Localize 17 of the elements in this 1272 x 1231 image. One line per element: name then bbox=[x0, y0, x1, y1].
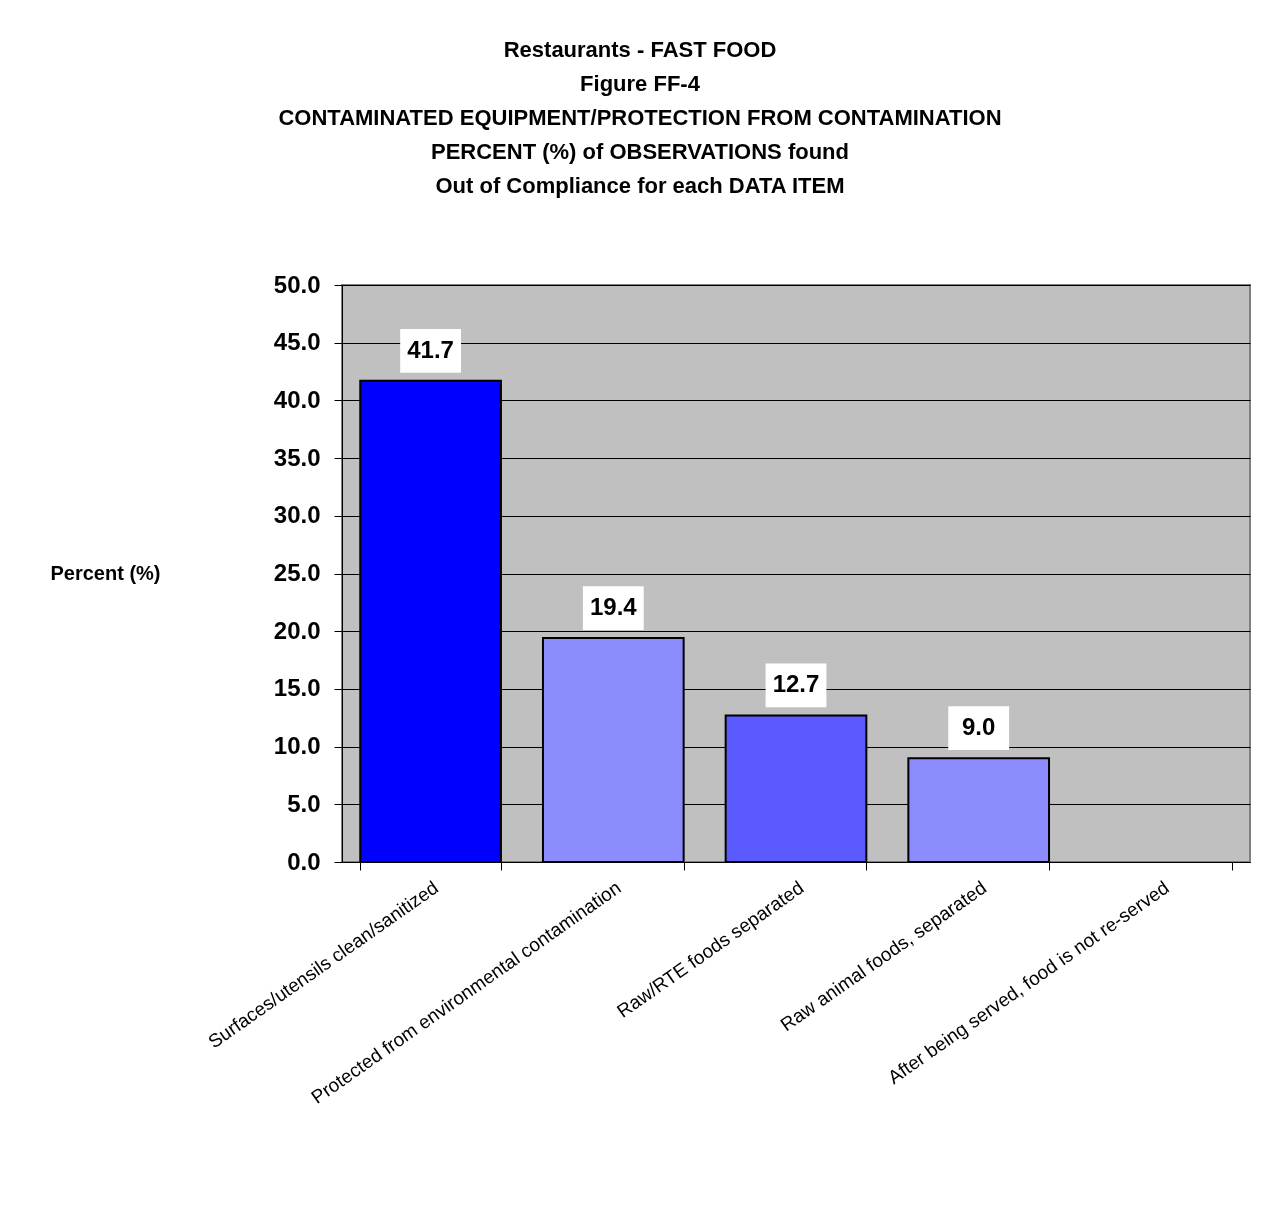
y-tick-label: 50.0 bbox=[273, 270, 321, 298]
y-tick-label: 25.0 bbox=[273, 559, 321, 586]
y-tick-label: 45.0 bbox=[273, 328, 321, 356]
y-axis-title: Percent (%) bbox=[50, 561, 161, 584]
y-tick-label: 5.0 bbox=[287, 789, 321, 817]
y-tick-label: 20.0 bbox=[273, 616, 321, 644]
data-label: 19.4 bbox=[589, 593, 638, 621]
y-tick-label: 15.0 bbox=[273, 674, 321, 702]
chart-title: Restaurants - FAST FOOD Figure FF-4 CONTAMINATED EQUIPMENT/PROTECTION FROM CONTAMINATION PERCENT (%) of OBSERVATIONS found Out of Compliance for each DATA ITEM bbox=[278, 37, 1002, 198]
y-tick-label: 35.0 bbox=[273, 443, 321, 471]
y-tick-label: 30.0 bbox=[273, 501, 321, 529]
y-tick-label: 10.0 bbox=[273, 732, 321, 760]
data-label: 41.7 bbox=[407, 335, 454, 363]
data-label: 9.0 bbox=[962, 713, 996, 741]
y-tick-label: 40.0 bbox=[273, 385, 321, 413]
y-tick-label: 0.0 bbox=[287, 847, 321, 875]
data-label: 12.7 bbox=[772, 670, 820, 698]
